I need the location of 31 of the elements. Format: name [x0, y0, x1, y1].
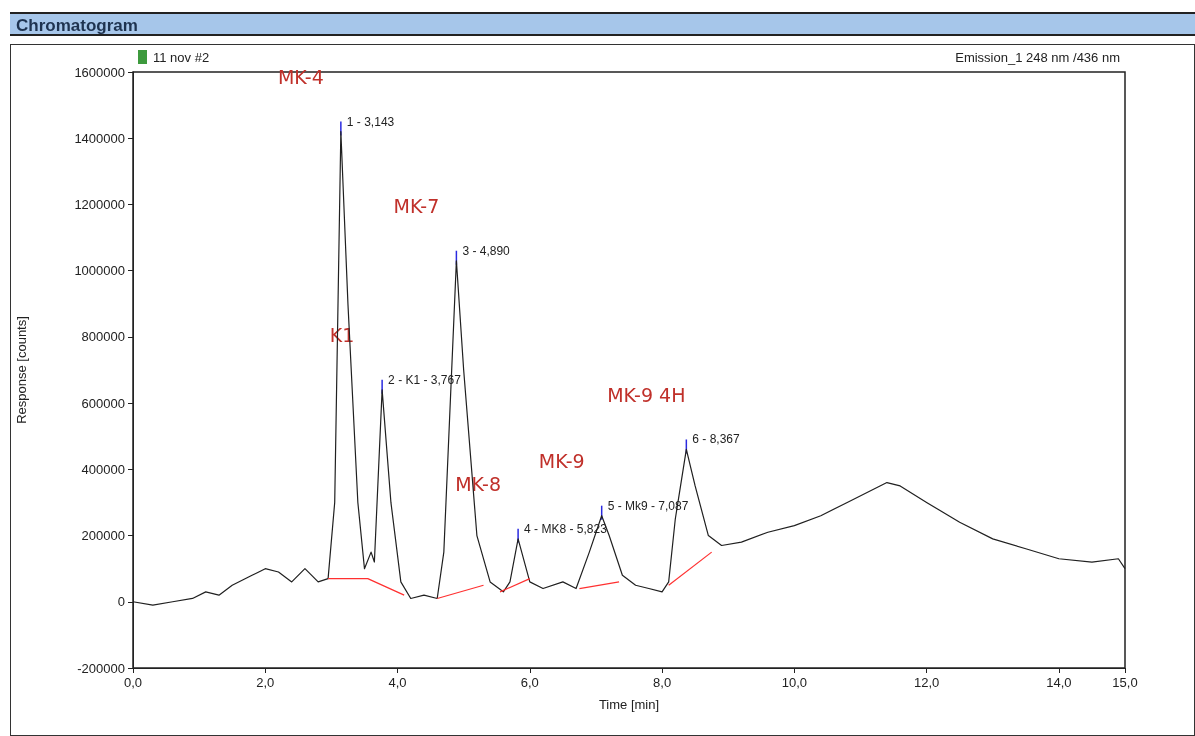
y-tick-label: 1600000 — [74, 64, 125, 80]
x-tick-label: 6,0 — [520, 675, 539, 690]
text: Emission_1 248 nm /436 nm — [955, 50, 1120, 65]
annotation: MK-9 — [538, 450, 585, 473]
x-tick-label: 2,0 — [256, 675, 275, 690]
chart-subtitle: 11 nov #2 — [153, 50, 210, 65]
x-tick-label: 12,0 — [913, 675, 940, 690]
x-axis-title: Time [min] — [598, 697, 660, 712]
y-tick-label: 0 — [117, 594, 125, 610]
x-tick-label: 4,0 — [388, 675, 407, 690]
annotation: MK-7 — [393, 195, 440, 218]
x-tick-label: 15,0 — [1112, 675, 1138, 690]
x-tick-label: 0,0 — [123, 675, 143, 690]
y-tick-label: -200000 — [77, 660, 125, 676]
annotation: MK-9 4H — [607, 383, 686, 406]
y-tick-label: 400000 — [81, 461, 125, 477]
annotation: 6 - 8,367 — [692, 432, 741, 447]
x-tick-label: 8,0 — [653, 675, 672, 690]
y-axis-title: Response [counts] — [14, 316, 29, 424]
y-tick-label: 200000 — [81, 528, 125, 544]
y-tick-label: 1200000 — [74, 196, 125, 212]
y-tick-label: 1400000 — [74, 130, 125, 146]
chart-title: Chromatogram — [10, 12, 1195, 36]
y-tick-label: 1000000 — [74, 263, 125, 279]
x-tick-label: 14,0 — [1046, 675, 1072, 690]
annotation: 1 - 3,143 — [346, 114, 395, 129]
annotation: MK-4 — [277, 66, 324, 89]
y-tick-label: 800000 — [81, 329, 125, 345]
annotation: 3 - 4,890 — [462, 243, 511, 258]
x-tick-label: 10,0 — [781, 675, 807, 690]
y-tick-label: 600000 — [81, 395, 125, 411]
